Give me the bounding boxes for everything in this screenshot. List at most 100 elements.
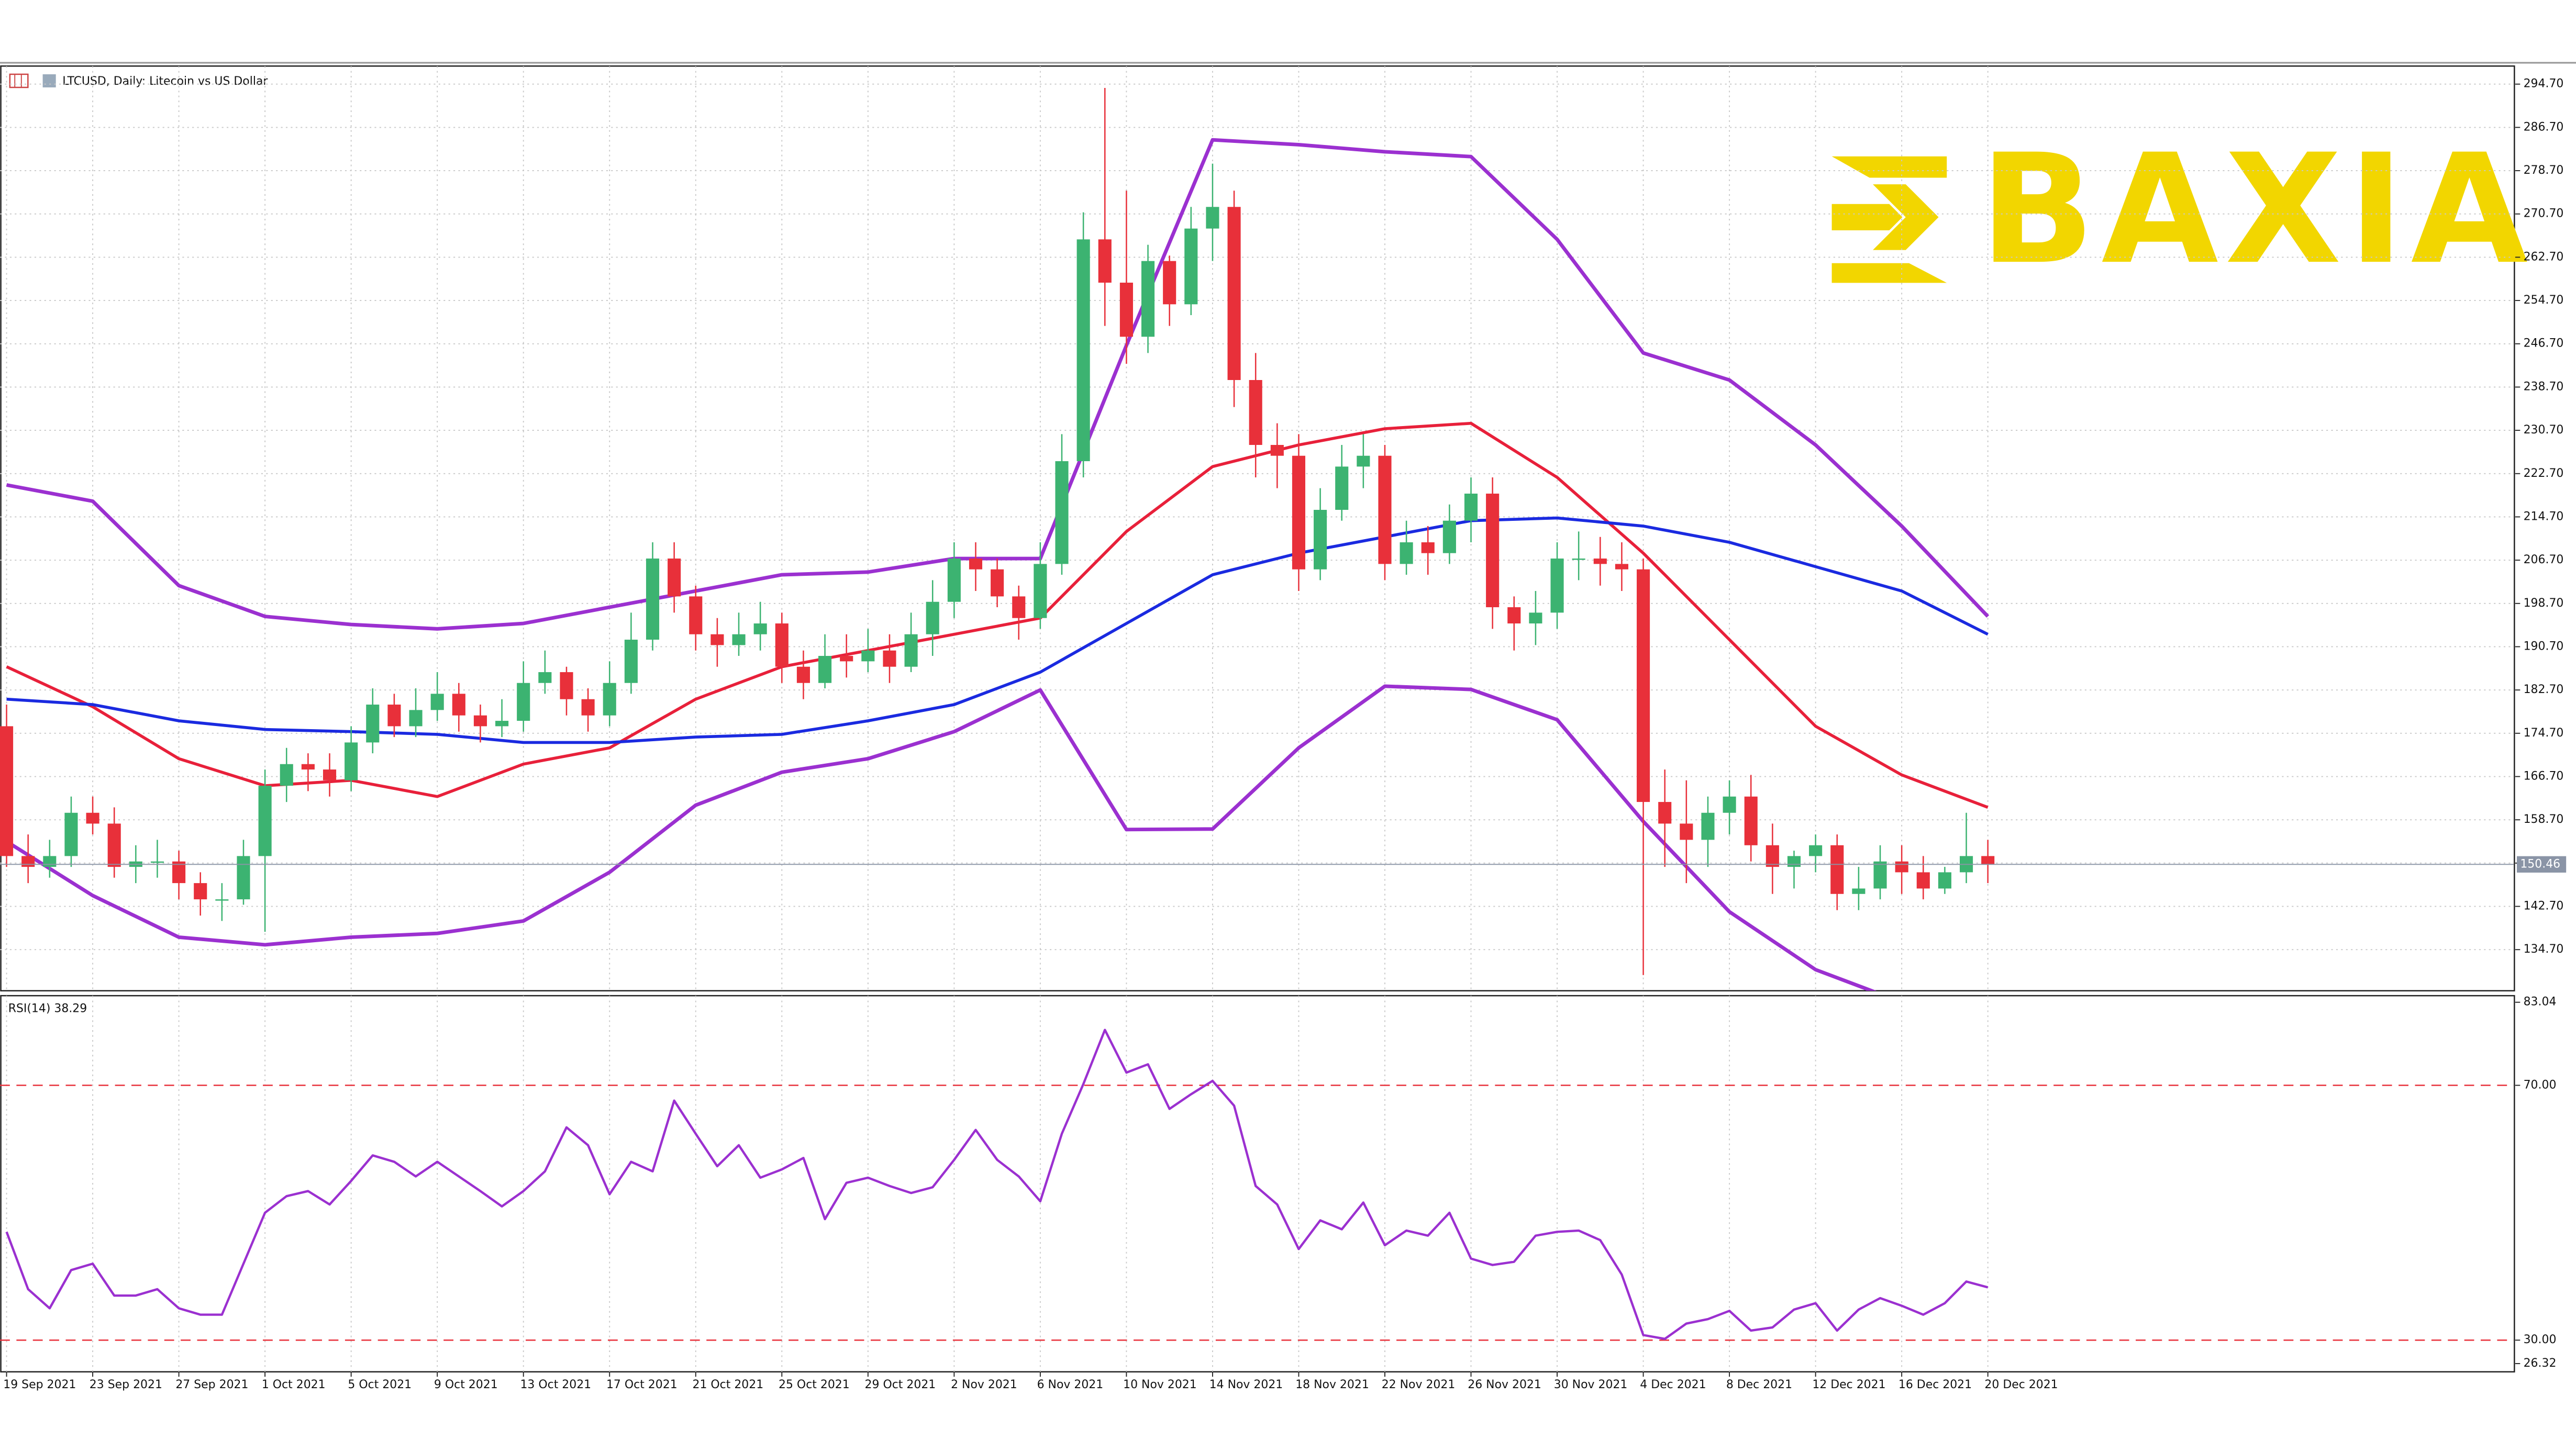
candle-body	[1529, 612, 1542, 624]
symbol-icon	[9, 73, 56, 88]
x-tick-label: 16 Dec 2021	[1898, 1378, 1972, 1391]
indicator-line	[5, 684, 1877, 991]
candle-body	[21, 856, 35, 867]
rsi-panel	[0, 995, 2515, 1372]
y-tick-label: 174.70	[2524, 727, 2564, 740]
candle-body	[1723, 796, 1736, 813]
y-tick-label: 134.70	[2524, 943, 2564, 956]
y-tick-label: 246.70	[2524, 337, 2564, 350]
y-tick-label: 262.70	[2524, 250, 2564, 263]
candle-body	[473, 715, 487, 727]
rsi-title: RSI(14) 38.29	[8, 1002, 87, 1015]
y-tick-label: 222.70	[2524, 467, 2564, 480]
y-tick-label: 206.70	[2524, 553, 2564, 566]
icon-frame	[9, 73, 29, 88]
x-tick-label: 14 Nov 2021	[1209, 1378, 1283, 1391]
y-tick-label: 286.70	[2524, 120, 2564, 133]
candle-body	[1335, 466, 1349, 510]
candle-body	[1486, 494, 1500, 608]
candle-body	[280, 764, 293, 786]
candle-body	[1270, 445, 1284, 456]
y-tick-label: 198.70	[2524, 597, 2564, 610]
y-tick-label: 158.70	[2524, 813, 2564, 826]
candle-body	[409, 710, 423, 727]
candle-body	[538, 672, 552, 683]
candle-body	[1895, 861, 1908, 873]
x-tick-label: 9 Oct 2021	[434, 1378, 498, 1391]
x-tick-label: 1 Oct 2021	[262, 1378, 326, 1391]
candle-body	[1680, 823, 1693, 840]
candle-body	[107, 823, 121, 867]
x-tick-label: 10 Nov 2021	[1123, 1378, 1197, 1391]
x-tick-label: 12 Dec 2021	[1812, 1378, 1885, 1391]
x-tick-label: 22 Nov 2021	[1382, 1378, 1456, 1391]
candle-body	[1098, 239, 1112, 283]
icon-box	[42, 74, 56, 87]
candle-body	[1658, 802, 1672, 824]
candle-body	[1830, 845, 1844, 894]
y-tick-label: 190.70	[2524, 640, 2564, 653]
candle-body	[1076, 239, 1090, 462]
x-tick-label: 13 Oct 2021	[520, 1378, 591, 1391]
x-tick-label: 21 Oct 2021	[692, 1378, 763, 1391]
rsi-line	[5, 1029, 1989, 1340]
watermark-logo	[1831, 156, 1947, 283]
candle-body	[1916, 872, 1930, 889]
y-tick-label: 70.00	[2524, 1078, 2557, 1091]
candle-body	[818, 656, 832, 683]
candle-body	[1141, 261, 1155, 337]
y-tick-label: 294.70	[2524, 77, 2564, 91]
y-tick-label: 26.32	[2524, 1357, 2557, 1370]
logo-chevron	[1831, 204, 1903, 230]
candle-body	[366, 705, 380, 743]
candle-body	[840, 656, 853, 662]
x-tick-label: 25 Oct 2021	[779, 1378, 850, 1391]
candle-body	[1981, 856, 1995, 865]
candle-body	[1787, 856, 1801, 867]
y-tick-label: 142.70	[2524, 900, 2564, 913]
candle-body	[1507, 607, 1521, 624]
y-tick-label: 214.70	[2524, 510, 2564, 523]
candle-body	[323, 769, 337, 780]
candle-body	[1550, 559, 1564, 613]
y-tick-label: 182.70	[2524, 683, 2564, 696]
candle-body	[237, 856, 250, 900]
candle-body	[1593, 559, 1607, 564]
candle-body	[1938, 872, 1951, 889]
candle-body	[150, 861, 164, 863]
candle-body	[1701, 812, 1715, 840]
candle-body	[1357, 455, 1370, 467]
candle-body	[646, 559, 660, 640]
candle-body	[1744, 796, 1758, 845]
current-price-label: 150.46	[2520, 857, 2560, 870]
x-tick-label: 6 Nov 2021	[1037, 1378, 1104, 1391]
candle-body	[1034, 564, 1047, 618]
candle-body	[43, 856, 57, 867]
x-tick-label: 20 Dec 2021	[1984, 1378, 2058, 1391]
candle-body	[969, 559, 983, 570]
y-tick-label: 30.00	[2524, 1333, 2557, 1346]
indicator-line	[6, 138, 1990, 631]
x-tick-label: 29 Oct 2021	[865, 1378, 936, 1391]
candle-body	[796, 666, 810, 683]
candle-body	[517, 683, 530, 721]
logo-bar	[1831, 263, 1947, 283]
candle-body	[883, 650, 896, 667]
candle-body	[1637, 569, 1650, 802]
chart-title: LTCUSD, Daily: Litecoin vs US Dollar	[62, 75, 268, 88]
indicator-line	[6, 421, 1989, 809]
candle-body	[947, 559, 961, 602]
x-tick-label: 8 Dec 2021	[1726, 1378, 1792, 1391]
logo-bar	[1831, 156, 1947, 178]
candle-body	[387, 705, 401, 727]
candle-body	[1400, 542, 1413, 564]
candle-body	[1249, 380, 1262, 445]
candle-body	[430, 694, 444, 710]
candle-body	[732, 634, 746, 645]
candle-body	[86, 812, 99, 824]
candle-body	[495, 721, 509, 727]
price-panel	[0, 65, 2515, 992]
x-tick-label: 18 Nov 2021	[1295, 1378, 1369, 1391]
candle-body	[1227, 207, 1241, 380]
y-tick-label: 254.70	[2524, 294, 2564, 307]
